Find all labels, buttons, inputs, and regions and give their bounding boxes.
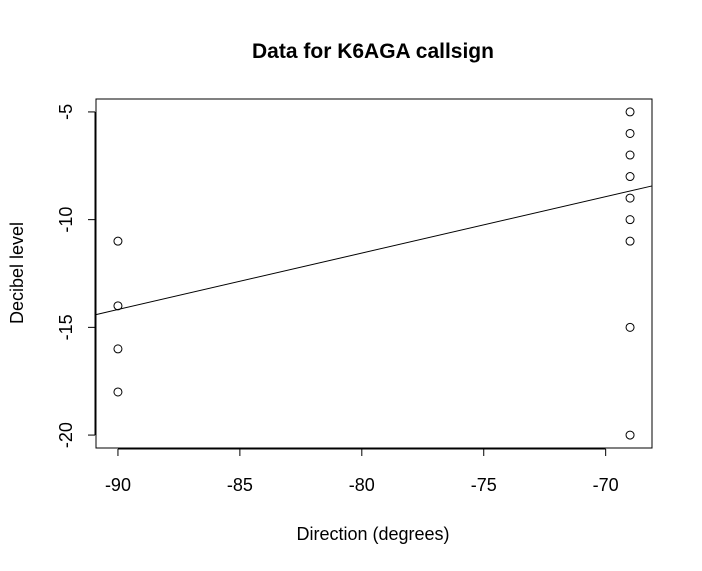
data-point (625, 107, 635, 117)
data-point (113, 236, 123, 246)
data-point (625, 322, 635, 332)
y-tick-label: -20 (56, 422, 76, 448)
x-tick-label: -80 (349, 475, 375, 495)
data-point (113, 387, 123, 397)
x-tick-label: -70 (593, 475, 619, 495)
y-tick-label: -10 (56, 207, 76, 233)
data-point (625, 193, 635, 203)
regression-line (95, 185, 653, 316)
data-point (625, 172, 635, 182)
points-layer (113, 107, 635, 440)
x-tick-label: -90 (105, 475, 131, 495)
data-point (625, 128, 635, 138)
y-axis-label: Decibel level (7, 222, 27, 324)
y-tick-label: -5 (56, 104, 76, 120)
plot-frame (95, 98, 653, 449)
x-axis: -90 -85 -80 -75 -70 (105, 448, 619, 495)
x-axis-label: Direction (degrees) (296, 524, 449, 544)
data-point (113, 344, 123, 354)
data-point (625, 430, 635, 440)
data-point (625, 150, 635, 160)
chart-title: Data for K6AGA callsign (252, 40, 494, 63)
x-tick-label: -75 (471, 475, 497, 495)
data-point (625, 236, 635, 246)
y-axis: -5 -10 -15 -20 (56, 104, 96, 448)
regression-line-layer (95, 185, 653, 316)
x-tick-label: -85 (227, 475, 253, 495)
data-point (625, 215, 635, 225)
y-tick-label: -15 (56, 314, 76, 340)
data-point (113, 301, 123, 311)
